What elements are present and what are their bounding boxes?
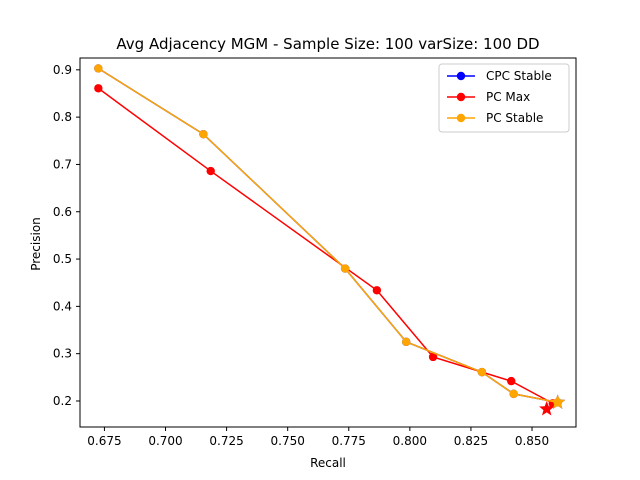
series-2-point-5 <box>509 389 518 399</box>
series-2-point-0 <box>94 64 103 73</box>
y-tick-label-5: 0.7 <box>53 157 72 171</box>
x-tick-label-2: 0.725 <box>209 434 243 448</box>
series-1-point-2 <box>372 286 382 295</box>
series-1-point-1 <box>206 166 215 176</box>
axes-frame <box>79 57 577 428</box>
y-tick-label-7: 0.9 <box>53 63 72 77</box>
y-tick-label-3: 0.5 <box>53 252 72 266</box>
series-1-point-3 <box>428 352 438 362</box>
y-tick-label-4: 0.6 <box>53 205 72 219</box>
legend: CPC Stable PC Max PC Stable <box>438 63 570 133</box>
series-2-point-3 <box>401 337 411 347</box>
series-2-point-1 <box>199 129 208 139</box>
x-tick-label-5: 0.800 <box>393 434 427 448</box>
series-1-point-4 <box>507 376 516 386</box>
y-tick-label-0: 0.2 <box>53 394 72 408</box>
x-tick-label-1: 0.700 <box>148 434 182 448</box>
series-2-point-2 <box>340 264 350 273</box>
x-tick-label-0: 0.675 <box>87 434 121 448</box>
plot-area: 0.675 0.700 0.725 0.750 0.775 0.800 0.825 0.850… <box>53 57 577 448</box>
legend-marker-0 <box>456 71 466 81</box>
legend-label-0: CPC Stable <box>486 69 552 83</box>
series-2-point-4 <box>477 367 487 377</box>
x-tick-label-3: 0.750 <box>271 434 305 448</box>
legend-marker-1 <box>456 92 466 102</box>
series-line-1 <box>97 87 554 405</box>
legend-label-1: PC Max <box>486 90 530 104</box>
series-2 <box>94 64 566 409</box>
y-tick-label-6: 0.8 <box>53 110 72 124</box>
legend-marker-2 <box>456 113 466 123</box>
y-tick-label-2: 0.4 <box>53 299 72 313</box>
y-tick-label-1: 0.3 <box>53 347 72 361</box>
chart-title: Avg Adjacency MGM - Sample Size: 100 var… <box>116 35 539 53</box>
x-axis-label: Recall <box>310 456 346 470</box>
series-1-star <box>539 401 555 416</box>
series-1-point-0 <box>94 84 103 93</box>
x-tick-label-4: 0.775 <box>332 434 366 448</box>
x-tick-label-6: 0.825 <box>454 434 488 448</box>
legend-box <box>438 63 570 133</box>
y-axis-label: Precision <box>29 217 43 271</box>
x-tick-label-7: 0.850 <box>515 434 549 448</box>
series-2-star <box>550 394 566 409</box>
legend-label-2: PC Stable <box>486 111 543 125</box>
